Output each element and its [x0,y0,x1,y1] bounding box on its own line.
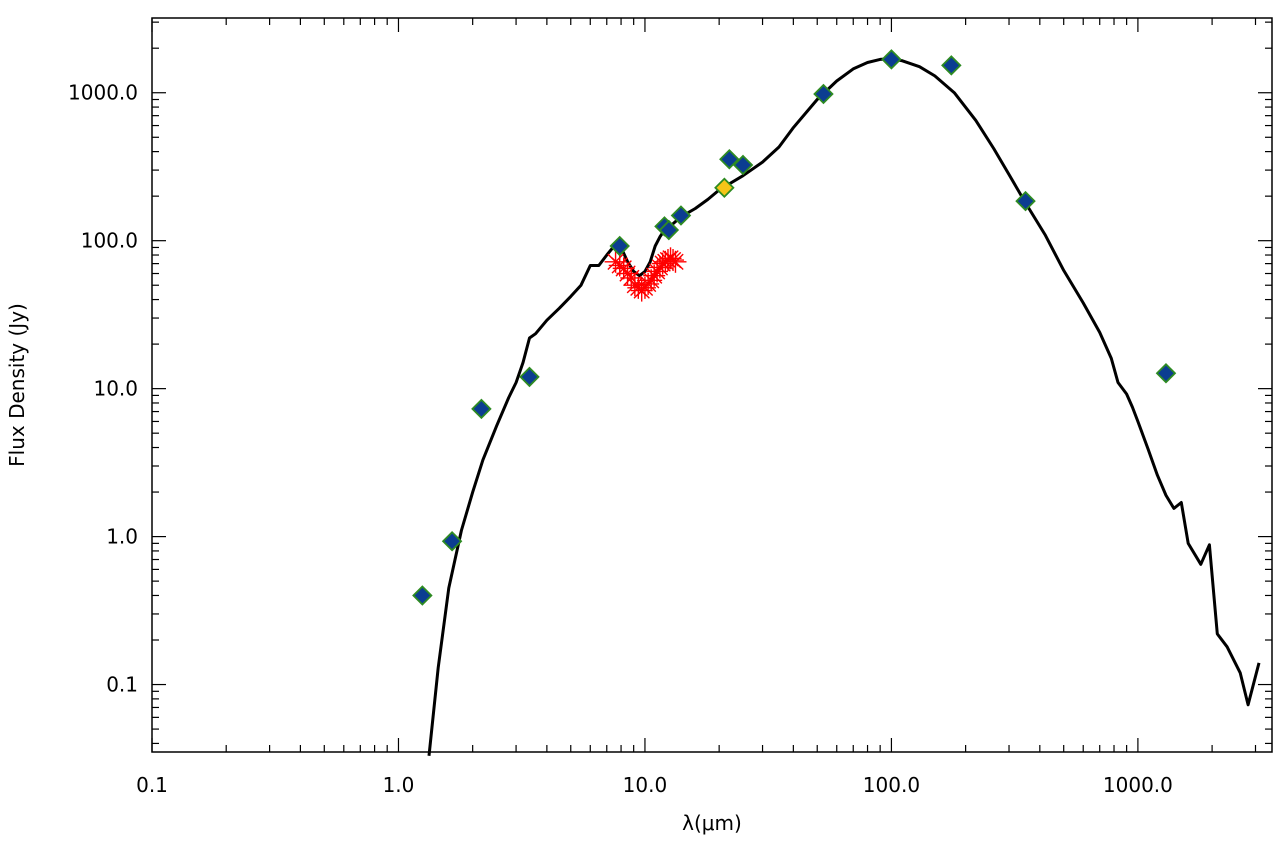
spectrum-point [664,250,687,273]
diamond-point [412,585,433,606]
axis-ticks: 0.1 1.0 10.0 100.0 1000.0 0.1 1.0 10.0 100.0 1000… [68,18,1272,797]
model-sed-curve [427,57,1261,756]
diamond-point [813,83,834,105]
diamond-point [471,398,492,420]
y-tick-label: 1.0 [106,525,138,549]
photometry-points [412,49,1177,606]
y-tick-label: 100.0 [81,229,138,253]
y-tick-label: 10.0 [93,377,138,401]
y-axis-label: Flux Density (Jy) [5,303,29,467]
x-tick-label: 1000.0 [1103,773,1173,797]
model-line [427,57,1261,756]
diamond-point [881,49,902,70]
diamond-point [519,366,540,388]
highlight-diamond-point [714,177,735,199]
diamond-point [941,55,962,76]
diamond-point [441,530,463,552]
y-tick-label: 0.1 [106,673,138,697]
diamond-point [719,149,740,170]
diamond-point [658,219,680,241]
spectrum-points [604,247,687,302]
diamond-point [1015,190,1036,212]
x-axis-label: λ(μm) [682,811,742,835]
plot-frame [151,17,1273,753]
diamond-point [670,205,692,226]
diamond-point [609,235,630,257]
diamond-point [732,154,754,176]
diamond-point [1155,363,1177,384]
x-tick-label: 10.0 [623,773,668,797]
x-tick-label: 0.1 [136,773,168,797]
y-tick-label: 1000.0 [68,81,138,105]
x-tick-label: 100.0 [863,773,920,797]
x-tick-label: 1.0 [383,773,415,797]
